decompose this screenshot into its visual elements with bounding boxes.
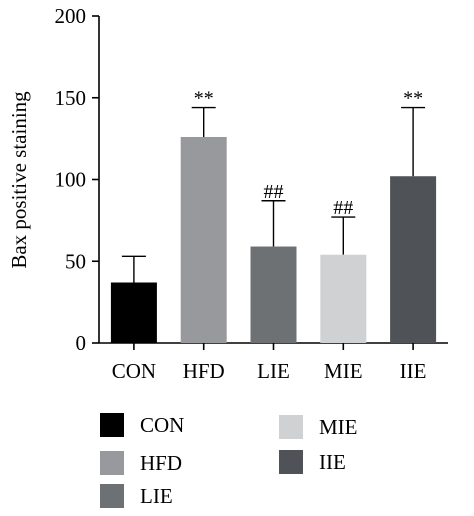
legend-label-hfd: HFD [140, 451, 183, 475]
legend-swatch-iie [279, 450, 303, 474]
legend-swatch-con [100, 413, 124, 437]
bar-iie [390, 176, 437, 343]
bar-con [110, 282, 157, 343]
x-tick-label-con: CON [112, 359, 156, 383]
x-tick-label-lie: LIE [257, 359, 290, 383]
legend-item-hfd: HFD [100, 451, 182, 475]
y-tick-label: 100 [55, 168, 87, 192]
y-axis-label: Bax positive staining [7, 91, 31, 269]
bar-lie [250, 246, 297, 343]
legend-label-lie: LIE [140, 484, 173, 508]
legend-label-mie: MIE [319, 415, 358, 439]
bar-mie [320, 254, 367, 343]
x-tick-label-hfd: HFD [183, 359, 225, 383]
bar-chart: 0 50 100 150 200 CON HFD LIE MIE IIE ** ## ## ** Bax… [7, 4, 448, 383]
y-tick-label: 50 [65, 249, 86, 273]
significance-label-iie: ** [403, 88, 423, 110]
x-tick-label-mie: MIE [324, 359, 363, 383]
y-tick-label: 200 [55, 4, 87, 28]
legend-swatch-hfd [100, 451, 124, 475]
legend-item-lie: LIE [100, 484, 173, 508]
axes: 0 50 100 150 200 CON HFD LIE MIE IIE [55, 4, 448, 383]
x-tick-label-iie: IIE [400, 359, 427, 383]
y-tick-label: 0 [76, 331, 87, 355]
legend-item-con: CON [100, 413, 184, 437]
legend-item-iie: IIE [279, 450, 346, 474]
y-tick-label: 150 [55, 86, 87, 110]
legend-label-iie: IIE [319, 450, 346, 474]
legend-item-mie: MIE [279, 415, 358, 439]
legend-swatch-lie [100, 484, 124, 508]
legend-swatch-mie [279, 415, 303, 439]
legend-label-con: CON [140, 413, 185, 437]
bars: ** ## ## ** [110, 88, 437, 343]
bar-hfd [180, 136, 227, 343]
significance-label-hfd: ** [194, 88, 214, 110]
significance-label-mie: ## [333, 197, 353, 219]
significance-label-lie: ## [264, 181, 284, 203]
